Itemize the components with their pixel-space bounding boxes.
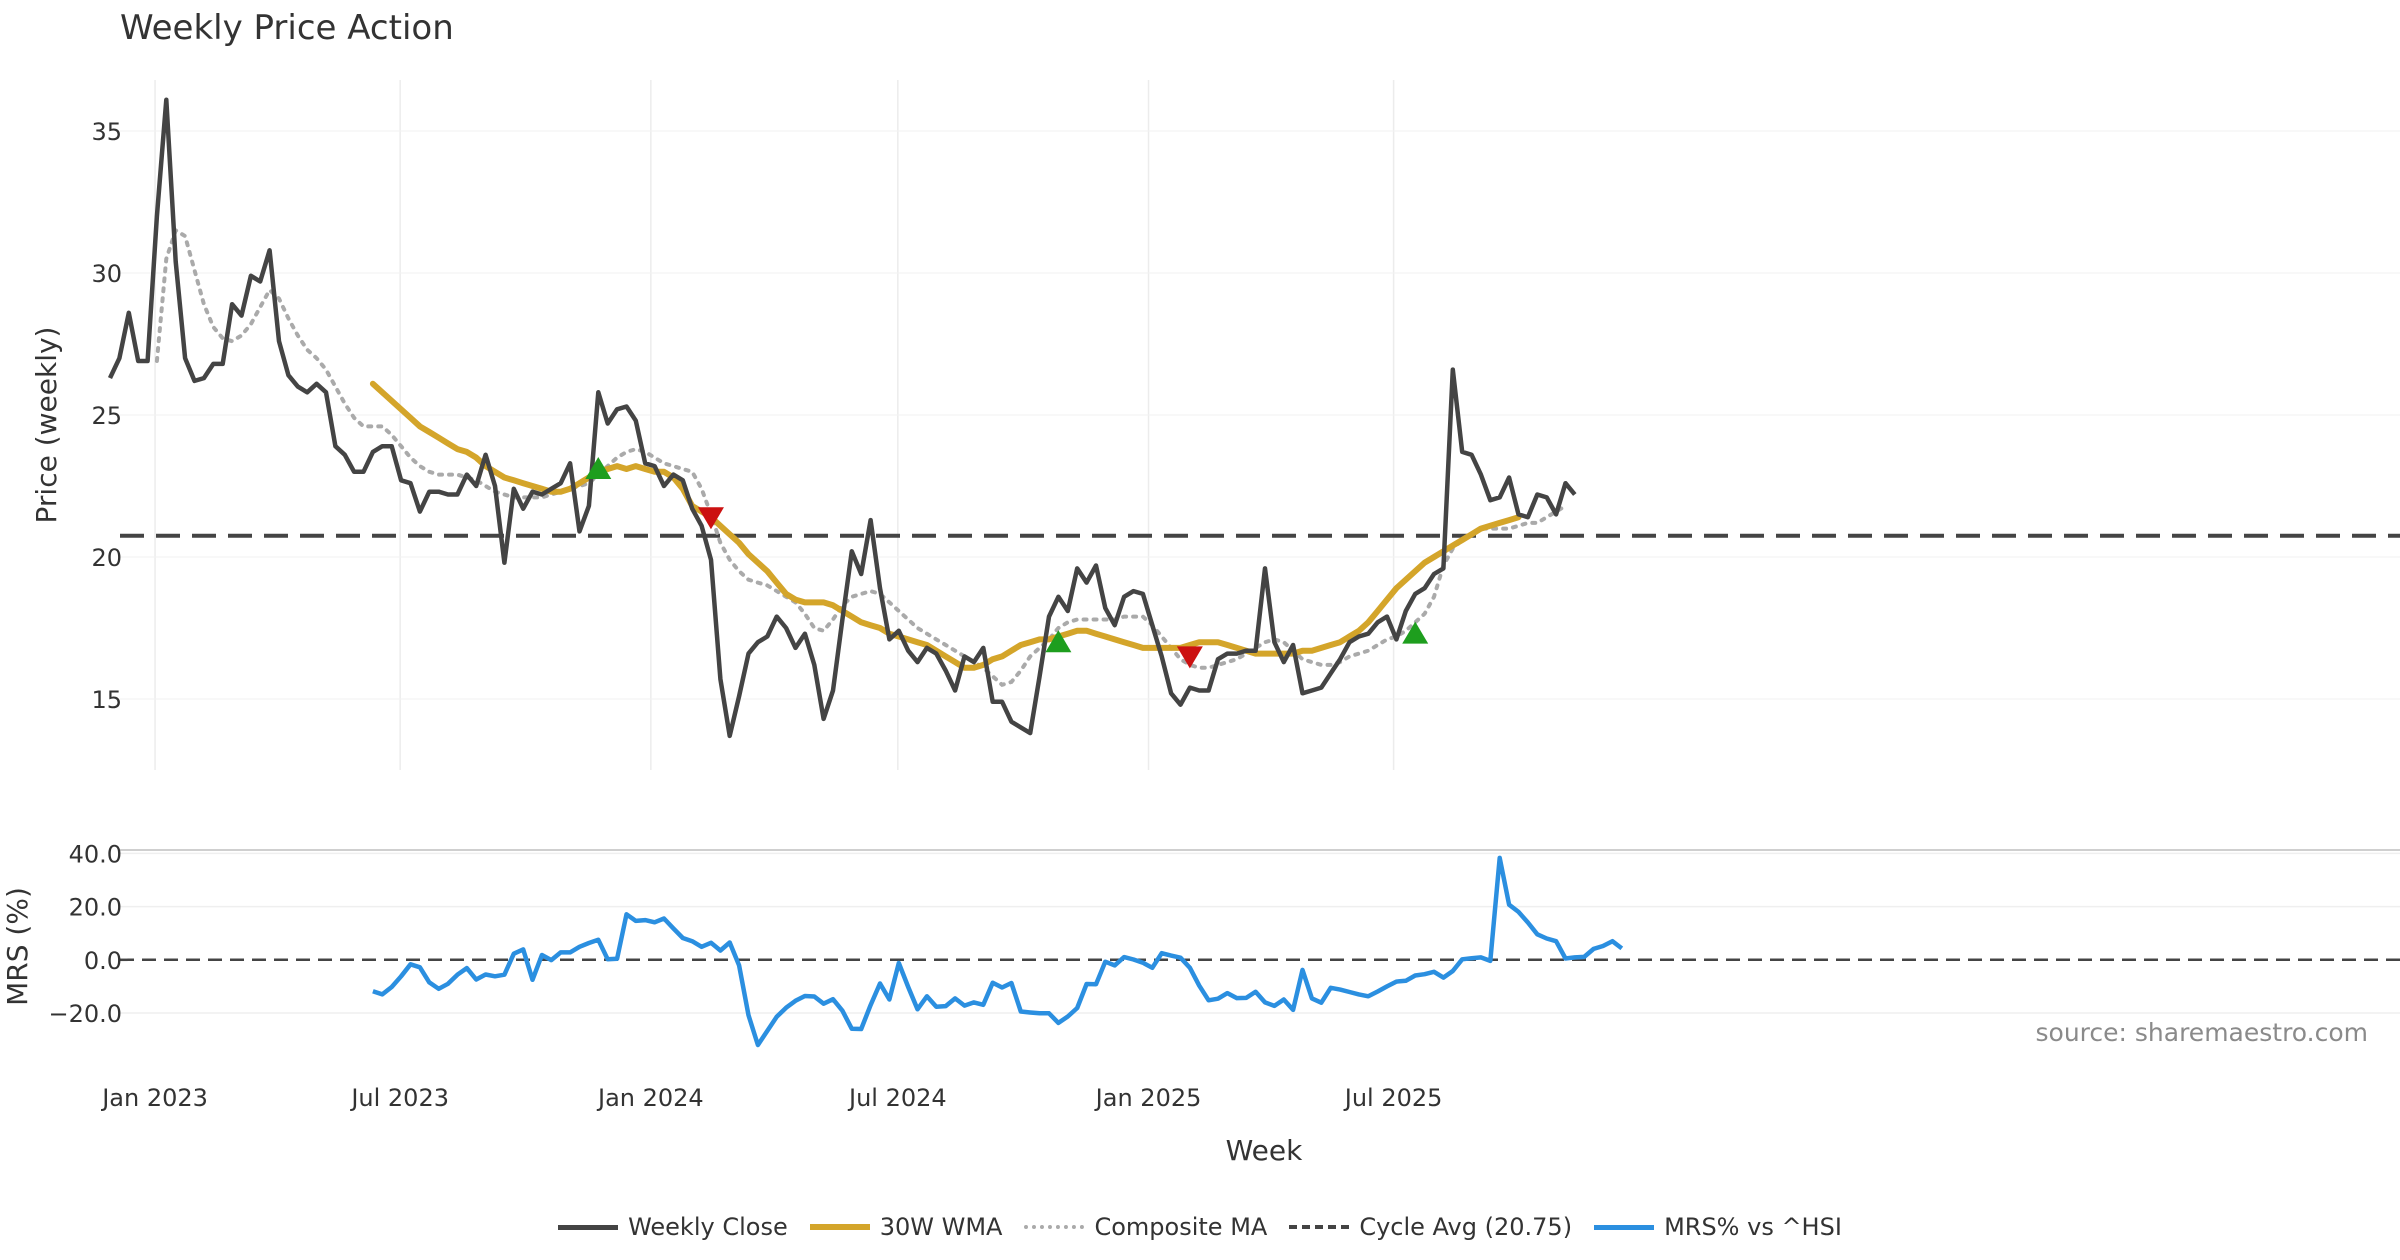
x-tick-label: Jan 2023: [100, 1084, 208, 1112]
x-axis-title: Week: [1226, 1134, 1303, 1167]
legend-item-30w-wma[interactable]: 30W WMA: [809, 1213, 1003, 1241]
price-y-tick-label: 20: [91, 544, 122, 572]
sell-signal-marker: [1176, 646, 1203, 669]
mrs-y-tick-label: 20.0: [69, 894, 122, 922]
buy-signal-marker: [585, 456, 612, 479]
legend-label-cycle-avg: Cycle Avg (20.75): [1359, 1213, 1573, 1241]
mrs-line: [372, 855, 1624, 1048]
legend-item-weekly-close[interactable]: Weekly Close: [558, 1213, 788, 1241]
legend: Weekly Close 30W WMA Composite MA Cycle …: [0, 1213, 2400, 1241]
legend-item-cycle-avg[interactable]: Cycle Avg (20.75): [1289, 1213, 1572, 1241]
signal-markers: [585, 456, 1429, 669]
legend-swatch-mrs: [1594, 1224, 1655, 1230]
composite-ma-line: [154, 227, 1568, 688]
legend-swatch-weekly-close: [558, 1224, 619, 1230]
x-tick-label: Jul 2025: [1343, 1084, 1443, 1112]
axis-labels: Jan 2023 Jul 2023 Jan 2024 Jul 2024 Jan 2025…: [1, 118, 1442, 1167]
wma-30w-line: [369, 380, 1522, 671]
x-tick-label: Jul 2024: [847, 1084, 947, 1112]
mrs-y-tick-label: −20.0: [48, 1000, 122, 1028]
sell-signal-marker: [697, 507, 724, 530]
grid-lines: [120, 80, 2400, 1014]
mrs-y-tick-label: 40.0: [69, 840, 122, 868]
price-y-axis-title: Price (weekly): [30, 327, 63, 524]
legend-swatch-30w-wma: [809, 1224, 870, 1230]
x-tick-label: Jan 2025: [1094, 1084, 1202, 1112]
buy-signal-marker: [1045, 630, 1072, 653]
mrs-y-axis-title: MRS (%): [1, 887, 34, 1006]
weekly-close-line: [107, 97, 1577, 739]
x-tick-label: Jul 2023: [349, 1084, 449, 1112]
chart-title: Weekly Price Action: [120, 8, 454, 48]
price-y-tick-label: 15: [91, 686, 122, 714]
price-y-tick-label: 25: [91, 402, 122, 430]
mrs-y-tick-label: 0.0: [84, 947, 122, 975]
x-tick-label: Jan 2024: [596, 1084, 704, 1112]
legend-swatch-composite-ma: [1024, 1225, 1085, 1229]
legend-item-composite-ma[interactable]: Composite MA: [1024, 1213, 1267, 1241]
buy-signal-marker: [1402, 621, 1429, 644]
legend-item-mrs[interactable]: MRS% vs ^HSI: [1594, 1213, 1842, 1241]
legend-label-mrs: MRS% vs ^HSI: [1664, 1213, 1842, 1241]
legend-label-composite-ma: Composite MA: [1094, 1213, 1268, 1241]
series-lines: [107, 97, 1624, 1048]
legend-label-weekly-close: Weekly Close: [628, 1213, 788, 1241]
legend-label-30w-wma: 30W WMA: [879, 1213, 1003, 1241]
price-y-tick-label: 35: [91, 118, 122, 146]
legend-swatch-cycle-avg: [1289, 1225, 1350, 1229]
price-y-tick-label: 30: [91, 260, 122, 288]
source-note: source: sharemaestro.com: [2035, 1018, 2369, 1047]
